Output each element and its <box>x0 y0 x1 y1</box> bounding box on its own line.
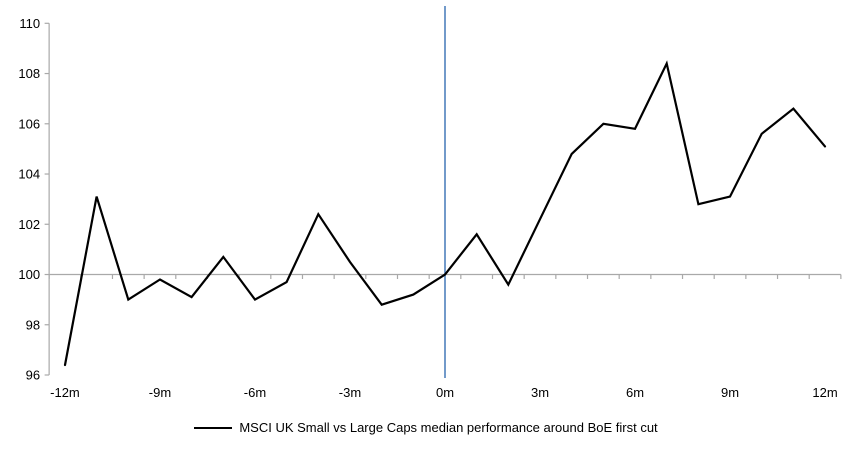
x-axis-tick-label: 0m <box>436 385 454 400</box>
y-axis-tick-label: 110 <box>19 16 40 31</box>
legend: MSCI UK Small vs Large Caps median perfo… <box>0 420 852 435</box>
x-axis-tick-label: -9m <box>149 385 171 400</box>
y-axis-tick-label: 108 <box>18 66 40 81</box>
legend-series-label: MSCI UK Small vs Large Caps median perfo… <box>239 420 658 435</box>
legend-line-swatch <box>194 426 233 429</box>
x-axis-tick-label: 3m <box>531 385 549 400</box>
y-axis-tick-label: 102 <box>18 217 40 232</box>
x-axis-tick-label: 6m <box>626 385 644 400</box>
x-axis-tick-label: 12m <box>812 385 837 400</box>
x-axis-tick-label: -12m <box>50 385 80 400</box>
x-axis-tick-label: 9m <box>721 385 739 400</box>
y-axis-tick-label: 100 <box>18 267 40 282</box>
x-axis-tick-label: -6m <box>244 385 266 400</box>
y-axis-tick-label: 106 <box>18 116 40 131</box>
y-axis-tick-label: 96 <box>26 368 40 383</box>
series-line <box>63 60 827 367</box>
y-axis-tick-label: 104 <box>18 167 40 182</box>
y-axis-tick-label: 98 <box>26 317 40 332</box>
x-axis-tick-label: -3m <box>339 385 361 400</box>
